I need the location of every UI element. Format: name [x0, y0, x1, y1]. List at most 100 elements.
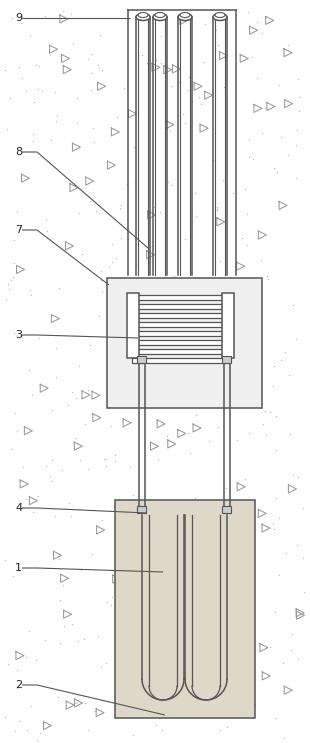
Point	[85, 724, 90, 736]
Point	[48, 49, 53, 61]
Point	[26, 364, 31, 376]
Point	[26, 625, 31, 637]
Point	[54, 343, 59, 354]
Point	[202, 683, 207, 695]
Bar	[222, 356, 231, 363]
Point	[290, 629, 294, 640]
Point	[132, 141, 137, 153]
Point	[290, 470, 295, 481]
Point	[101, 452, 106, 464]
Bar	[132, 349, 229, 354]
Point	[99, 661, 104, 673]
Point	[104, 452, 108, 464]
Point	[152, 201, 157, 213]
Point	[187, 71, 192, 83]
Point	[74, 92, 79, 104]
Point	[134, 259, 139, 271]
Point	[93, 205, 98, 217]
Bar	[132, 313, 229, 318]
Point	[265, 273, 270, 285]
Point	[259, 253, 263, 265]
Point	[159, 314, 164, 325]
Point	[246, 427, 251, 439]
Point	[110, 239, 115, 250]
Point	[243, 338, 248, 350]
Point	[158, 30, 163, 42]
Point	[100, 65, 104, 77]
Point	[156, 712, 161, 724]
Point	[68, 510, 73, 522]
Point	[100, 286, 104, 298]
Point	[104, 596, 109, 608]
Point	[5, 123, 10, 135]
Point	[28, 30, 33, 42]
Point	[99, 265, 104, 276]
Point	[144, 57, 149, 69]
Point	[65, 399, 70, 411]
Point	[212, 265, 217, 277]
Point	[215, 39, 220, 51]
Point	[220, 174, 225, 186]
Bar	[137, 356, 146, 363]
Point	[186, 427, 191, 439]
Point	[163, 635, 168, 647]
Point	[73, 392, 78, 404]
Point	[89, 67, 94, 79]
Point	[112, 455, 117, 467]
Point	[222, 402, 227, 414]
Point	[13, 724, 18, 736]
Point	[33, 59, 38, 71]
Point	[190, 579, 195, 591]
Point	[37, 332, 42, 344]
Point	[107, 261, 112, 273]
Point	[239, 232, 244, 244]
Bar	[222, 293, 234, 358]
Point	[252, 698, 257, 710]
Point	[48, 134, 53, 146]
Point	[15, 682, 20, 694]
Point	[193, 210, 198, 221]
Point	[194, 409, 199, 421]
Point	[96, 310, 101, 322]
Point	[153, 54, 158, 66]
Point	[272, 360, 277, 372]
Point	[297, 91, 302, 103]
Point	[90, 122, 95, 134]
Point	[35, 734, 40, 743]
Point	[294, 124, 299, 136]
Point	[270, 380, 275, 392]
Point	[226, 675, 231, 687]
Point	[193, 706, 198, 718]
Point	[235, 580, 240, 592]
Point	[206, 435, 211, 447]
Text: 8: 8	[15, 147, 22, 157]
Point	[223, 482, 228, 494]
Point	[232, 273, 237, 285]
Point	[23, 652, 28, 663]
Point	[70, 386, 75, 398]
Point	[89, 84, 94, 96]
Point	[263, 103, 268, 114]
Point	[201, 56, 206, 68]
Point	[88, 195, 93, 207]
Point	[15, 205, 20, 217]
Point	[69, 7, 74, 19]
Point	[210, 303, 215, 315]
Point	[61, 579, 66, 591]
Point	[69, 617, 74, 629]
Point	[169, 179, 174, 191]
Point	[277, 569, 282, 581]
Point	[264, 429, 269, 441]
Point	[29, 289, 34, 301]
Point	[274, 410, 279, 422]
Point	[246, 589, 251, 601]
Point	[118, 198, 123, 210]
Bar	[132, 304, 229, 309]
Point	[235, 596, 240, 608]
Point	[95, 630, 100, 642]
Point	[160, 664, 165, 676]
Point	[278, 354, 283, 366]
Point	[45, 225, 50, 237]
Point	[187, 291, 192, 302]
Point	[27, 284, 32, 296]
